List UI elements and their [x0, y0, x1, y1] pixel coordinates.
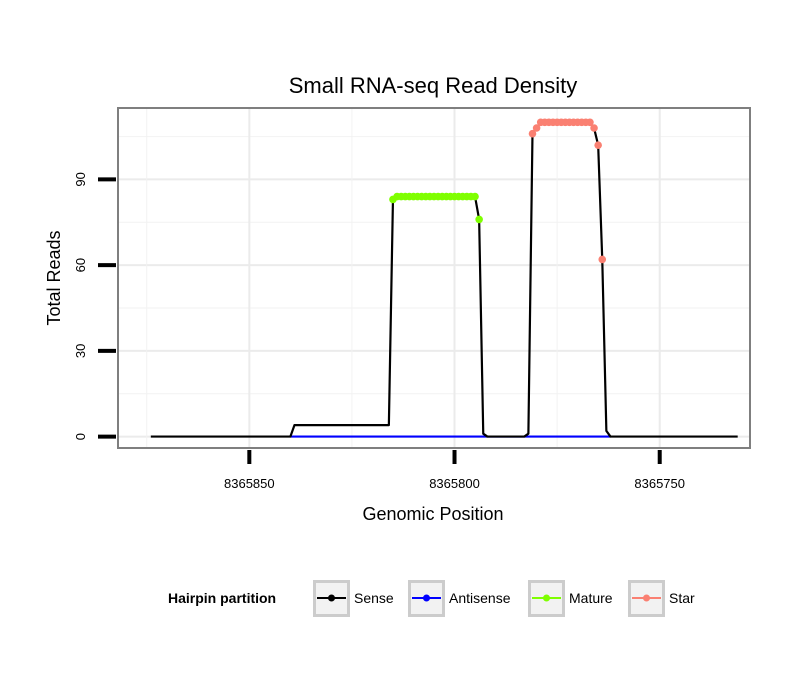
series-line-sense [150, 121, 738, 438]
star-point [586, 118, 594, 127]
legend-title: Hairpin partition [168, 590, 276, 606]
y-tick-label: 90 [73, 172, 88, 186]
legend-entries: Sense Antisense Mature Star [313, 580, 695, 617]
legend: Hairpin partition Sense Antisense Mature St… [168, 580, 695, 617]
chart-title: Small RNA-seq Read Density [289, 73, 578, 98]
star-point [528, 129, 537, 138]
x-tick-label: 8365800 [429, 476, 480, 491]
legend-label: Antisense [449, 590, 511, 606]
mature-point [471, 192, 479, 201]
y-axis: 0 30 60 90 [73, 172, 116, 440]
legend-entry-antisense: Antisense [408, 580, 511, 617]
series-layer [150, 121, 738, 438]
plot-panel [117, 107, 751, 449]
legend-key-point [423, 594, 430, 602]
y-axis-title: Total Reads [44, 230, 64, 325]
star-point [594, 141, 602, 149]
points-layer [389, 118, 607, 264]
x-axis-title: Genomic Position [362, 504, 503, 524]
star-point [590, 124, 598, 132]
legend-key-point [328, 594, 335, 602]
x-axis: 8365850 8365800 8365750 [224, 450, 685, 491]
legend-entry-star: Star [628, 580, 695, 617]
legend-entry-sense: Sense [313, 580, 394, 617]
legend-key-point [543, 594, 550, 602]
y-tick-label: 60 [73, 258, 88, 272]
x-tick-label: 8365750 [634, 476, 685, 491]
panel-background [118, 108, 750, 448]
y-tick-label: 0 [73, 433, 88, 440]
legend-key-point [643, 594, 650, 602]
legend-entry-mature: Mature [528, 580, 613, 617]
star-point [532, 124, 541, 132]
grid-layer [118, 108, 750, 448]
legend-label: Star [669, 590, 695, 606]
legend-label: Mature [569, 590, 613, 606]
y-tick-label: 30 [73, 344, 88, 358]
x-tick-label: 8365850 [224, 476, 275, 491]
mature-point [475, 215, 483, 224]
star-point [598, 255, 607, 264]
panel-border [117, 107, 751, 449]
legend-label: Sense [354, 590, 394, 606]
